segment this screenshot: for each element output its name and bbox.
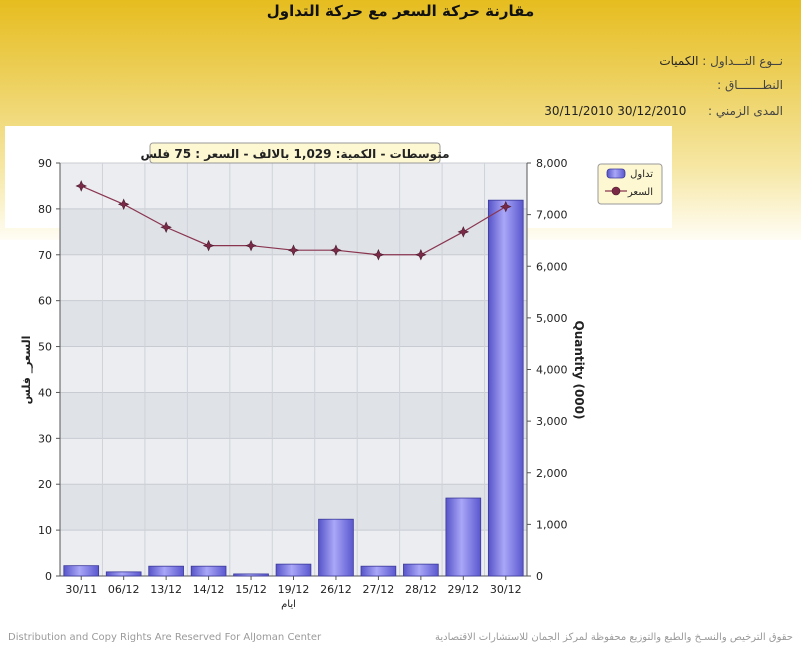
bar-quantity: [105, 571, 142, 577]
x-tick-label: 28/12: [405, 583, 437, 596]
x-tick-label: 30/11: [65, 583, 97, 596]
trade-type-label: نــوع التـــداول :: [702, 54, 783, 68]
price-point: [287, 244, 300, 256]
y-tick-label-right: 5,000: [536, 312, 568, 325]
x-tick-label: 29/12: [447, 583, 479, 596]
chart-title: متوسطات - الكمية: 1,029 بالالف - السعر :…: [140, 147, 449, 162]
x-tick-label: 19/12: [278, 583, 310, 596]
bar-quantity: [148, 565, 184, 577]
y-tick-label-left: 60: [38, 295, 52, 308]
bar-quantity: [445, 497, 482, 577]
period-row: المدى الزمني : 30/12/2010 30/11/2010: [544, 104, 783, 118]
price-point: [245, 239, 257, 252]
y-tick-label-right: 3,000: [536, 415, 568, 428]
x-tick-label: 15/12: [235, 583, 267, 596]
trade-type-value: الكميات: [659, 54, 699, 68]
plot-band: [60, 346, 527, 393]
plot-band: [60, 392, 527, 439]
bar-quantity: [63, 565, 100, 577]
y-tick-label-left: 40: [38, 386, 52, 399]
page-title: مقارنة حركة السعر مع حركة التداول: [266, 2, 535, 20]
legend-bar-swatch: [606, 168, 626, 179]
scope-label: النطـــــــاق :: [717, 78, 783, 92]
x-tick-label: 13/12: [150, 583, 182, 596]
y-axis-label-left: السعر_ فلس: [20, 336, 33, 405]
bar-quantity: [275, 563, 312, 577]
y-tick-label-right: 0: [536, 570, 543, 583]
price-point: [372, 249, 385, 261]
plot-band: [60, 163, 527, 209]
y-tick-label-left: 50: [38, 341, 52, 354]
bar-quantity: [487, 199, 524, 577]
x-tick-label: 30/12: [490, 583, 522, 596]
bar-quantity: [190, 565, 227, 577]
price-point: [500, 200, 512, 213]
bar-quantity: [360, 565, 397, 577]
price-point: [457, 226, 470, 238]
y-tick-label-left: 20: [38, 478, 52, 491]
scope-row: النطـــــــاق :: [717, 78, 783, 92]
legend-line-marker: [611, 186, 621, 196]
y-tick-label-left: 80: [38, 203, 52, 216]
y-tick-label-left: 70: [38, 249, 52, 262]
trade-type-row: نــوع التـــداول : الكميات: [659, 54, 783, 68]
x-axis-label: ايام: [281, 599, 296, 610]
price-point: [160, 221, 172, 234]
y-tick-label-right: 2,000: [536, 467, 568, 480]
y-tick-label-left: 0: [45, 570, 52, 583]
y-tick-label-left: 30: [38, 432, 52, 445]
legend-label-bar: تداول: [630, 169, 653, 180]
price-point: [75, 180, 87, 192]
x-tick-label: 14/12: [193, 583, 225, 596]
footer-copyright-en: Distribution and Copy Rights Are Reserve…: [8, 632, 322, 643]
y-axis-label-right: Quantity (000): [572, 321, 586, 420]
x-tick-label: 26/12: [320, 583, 352, 596]
y-tick-label-right: 6,000: [536, 260, 568, 273]
x-tick-label: 27/12: [363, 583, 395, 596]
plot-band: [60, 254, 527, 301]
y-tick-label-right: 8,000: [536, 157, 568, 170]
y-tick-label-right: 1,000: [536, 518, 568, 531]
y-tick-label-right: 7,000: [536, 209, 568, 222]
bar-quantity: [318, 518, 354, 577]
y-tick-label-right: 4,000: [536, 364, 568, 377]
footer-copyright-ar: حقوق الترخيص والنسـخ والطبع والتوزيع محف…: [435, 632, 793, 643]
chart-title-box: [149, 142, 441, 164]
plot-band: [60, 300, 527, 347]
bar-quantity: [403, 563, 439, 577]
price-point: [415, 249, 427, 261]
plot-band: [60, 438, 527, 485]
price-point: [117, 198, 130, 211]
period-value: 30/12/2010 30/11/2010: [544, 104, 687, 118]
y-tick-label-left: 90: [38, 157, 52, 170]
bar-quantity: [233, 573, 269, 577]
period-label: المدى الزمني :: [708, 104, 783, 118]
y-tick-label-left: 10: [38, 524, 52, 537]
price-point: [202, 239, 215, 252]
legend-label-line: السعر: [627, 187, 653, 198]
x-tick-label: 06/12: [108, 583, 140, 596]
price-point: [330, 244, 342, 256]
